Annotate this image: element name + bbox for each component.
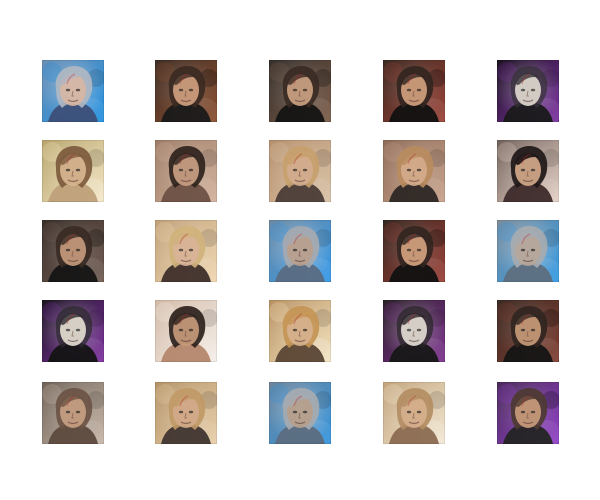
shirt	[161, 102, 211, 122]
face-tile	[155, 220, 217, 282]
face-tile	[269, 220, 331, 282]
face-tile	[155, 60, 217, 122]
face-tile	[497, 382, 559, 444]
shirt	[275, 182, 325, 202]
shirt	[503, 102, 553, 122]
fringe	[173, 233, 199, 246]
fringe	[60, 395, 86, 408]
fringe	[401, 233, 427, 246]
shirt	[503, 424, 553, 444]
shirt	[275, 262, 325, 282]
fringe	[173, 73, 199, 86]
shirt	[48, 182, 98, 202]
shirt	[503, 182, 553, 202]
fringe	[401, 395, 427, 408]
face-tile	[383, 220, 445, 282]
shirt	[503, 342, 553, 362]
shirt	[161, 182, 211, 202]
shirt	[275, 342, 325, 362]
face-tile	[269, 60, 331, 122]
shirt	[48, 102, 98, 122]
fringe	[515, 153, 541, 166]
fringe	[287, 73, 313, 86]
fringe	[60, 313, 86, 326]
face-tile	[383, 60, 445, 122]
face-tile	[383, 140, 445, 202]
face-tile	[497, 140, 559, 202]
fringe	[60, 153, 86, 166]
fringe	[287, 233, 313, 246]
face-tile	[497, 220, 559, 282]
shirt	[275, 424, 325, 444]
fringe	[173, 313, 199, 326]
fringe	[173, 153, 199, 166]
shirt	[161, 342, 211, 362]
shirt	[389, 262, 439, 282]
fringe	[401, 313, 427, 326]
face-tile	[42, 60, 104, 122]
face-tile	[42, 140, 104, 202]
fringe	[515, 73, 541, 86]
face-tile	[42, 382, 104, 444]
face-tile	[155, 140, 217, 202]
face-tile	[42, 220, 104, 282]
face-tile	[155, 382, 217, 444]
face-tile	[383, 300, 445, 362]
face-tile	[269, 300, 331, 362]
fringe	[287, 153, 313, 166]
shirt	[389, 342, 439, 362]
fringe	[60, 73, 86, 86]
shirt	[275, 102, 325, 122]
face-tile	[155, 300, 217, 362]
fringe	[173, 395, 199, 408]
face-tile	[383, 382, 445, 444]
face-tile	[497, 300, 559, 362]
shirt	[503, 262, 553, 282]
fringe	[401, 73, 427, 86]
shirt	[48, 262, 98, 282]
shirt	[389, 424, 439, 444]
face-tile	[269, 140, 331, 202]
shirt	[161, 424, 211, 444]
shirt	[48, 424, 98, 444]
fringe	[515, 395, 541, 408]
fringe	[401, 153, 427, 166]
fringe	[287, 313, 313, 326]
face-tile	[42, 300, 104, 362]
shirt	[389, 182, 439, 202]
face-tile	[269, 382, 331, 444]
fringe	[60, 233, 86, 246]
shirt	[48, 342, 98, 362]
fringe	[515, 233, 541, 246]
shirt	[389, 102, 439, 122]
fringe	[515, 313, 541, 326]
face-tile	[497, 60, 559, 122]
shirt	[161, 262, 211, 282]
fringe	[287, 395, 313, 408]
